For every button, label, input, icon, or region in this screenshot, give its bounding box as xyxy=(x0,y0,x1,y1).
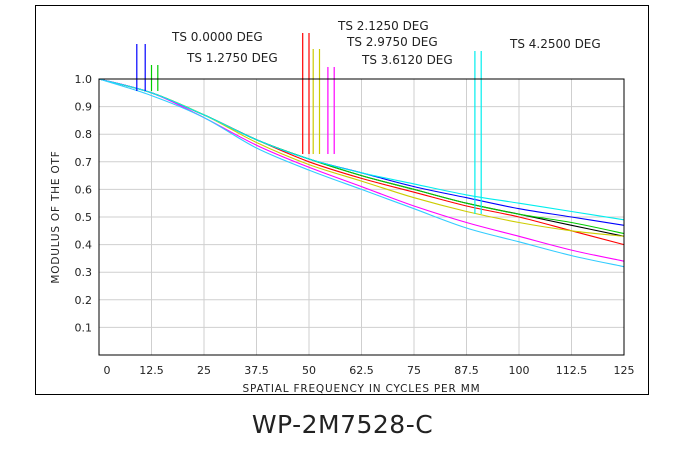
y-axis-label: MODULUS OF THE OTF xyxy=(50,150,62,283)
x-tick-label: 100 xyxy=(509,364,530,377)
y-tick-label: 0.8 xyxy=(75,128,93,141)
field-marker-label: TS 4.2500 DEG xyxy=(509,37,601,51)
y-tick-label: 0.7 xyxy=(75,156,93,169)
plot-area-border xyxy=(98,78,625,356)
x-tick-label: 112.5 xyxy=(556,364,588,377)
y-tick-label: 0.6 xyxy=(75,183,93,196)
y-tick-label: 0.9 xyxy=(75,101,93,114)
x-tick-label: 0 xyxy=(104,364,111,377)
y-tick-label: 0.5 xyxy=(75,211,93,224)
y-tick-label: 0.2 xyxy=(75,294,93,307)
x-tick-label: 12.5 xyxy=(139,364,164,377)
field-markers: TS 0.0000 DEG TS 1.2750 DEG TS 2.1250 DEG T… xyxy=(136,19,601,214)
x-tick-label: 62.5 xyxy=(349,364,374,377)
x-tick-label: 87.5 xyxy=(454,364,479,377)
y-tick-label: 0.4 xyxy=(75,239,93,252)
lens-caption: WP-2M7528-C xyxy=(251,410,434,439)
x-tick-label: 75 xyxy=(407,364,421,377)
chart-frame: TS 0.0000 DEG TS 1.2750 DEG TS 2.1250 DEG T… xyxy=(35,5,649,395)
field-marker-label: TS 2.1250 DEG xyxy=(337,19,429,33)
x-axis-label: SPATIAL FREQUENCY IN CYCLES PER MM xyxy=(243,383,481,394)
field-marker-label: TS 2.9750 DEG xyxy=(346,35,438,49)
curves xyxy=(98,78,625,268)
series-line-8 xyxy=(98,78,625,268)
grid xyxy=(99,79,624,355)
field-marker-label: TS 1.2750 DEG xyxy=(186,51,278,65)
tick-labels: 0 12.5 25 37.5 50 62.5 75 87.5 100 112.5 125 0.1 0.2… xyxy=(75,73,635,377)
series-line-6 xyxy=(98,78,625,262)
x-tick-label: 50 xyxy=(302,364,316,377)
y-tick-label: 0.3 xyxy=(75,266,93,279)
y-tick-label: 0.1 xyxy=(75,321,93,334)
field-marker-label: TS 3.6120 DEG xyxy=(361,53,453,67)
y-tick-label: 1.0 xyxy=(75,73,93,86)
series-line-7 xyxy=(98,78,625,221)
mtf-chart: TS 0.0000 DEG TS 1.2750 DEG TS 2.1250 DEG T… xyxy=(50,19,635,394)
field-marker-label: TS 0.0000 DEG xyxy=(171,30,263,44)
x-tick-label: 125 xyxy=(614,364,635,377)
x-tick-label: 37.5 xyxy=(244,364,269,377)
x-tick-label: 25 xyxy=(197,364,211,377)
